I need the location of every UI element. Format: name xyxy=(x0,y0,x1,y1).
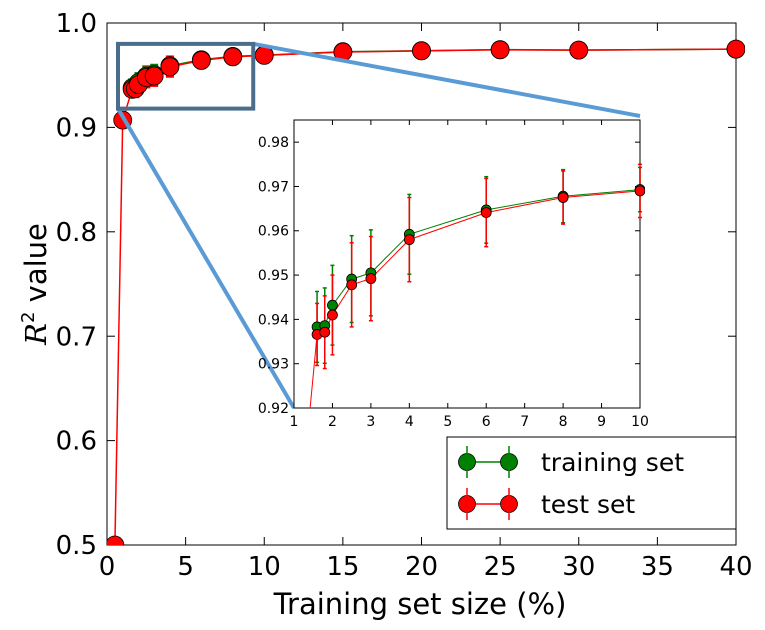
inset-x-tick-label: 5 xyxy=(443,414,452,430)
inset-test-set-point xyxy=(327,309,338,321)
inset-y-tick-label: 0.93 xyxy=(258,357,289,373)
main-series-layer xyxy=(107,39,745,545)
main-x-tick-label: 15 xyxy=(326,552,359,582)
inset-x-tick-label: 3 xyxy=(366,414,375,430)
main-test-set-point xyxy=(726,39,745,59)
main-clipped-layer xyxy=(107,39,745,545)
x-axis-label: Training set size (%) xyxy=(273,587,567,621)
main-x-tick-label: 10 xyxy=(248,552,281,582)
main-x-tick-label: 35 xyxy=(641,552,674,582)
zoom-connector-bottom xyxy=(116,107,296,410)
legend-label-training: training set xyxy=(541,448,684,477)
main-test-set-point xyxy=(107,535,125,545)
main-x-tick-label: 30 xyxy=(562,552,595,582)
zoom-box xyxy=(116,41,256,111)
main-y-tick-label: 1.0 xyxy=(56,9,97,39)
inset-test-set-point xyxy=(557,192,569,203)
main-y-tick-label: 0.6 xyxy=(56,427,97,457)
inset-y-tick-label: 0.94 xyxy=(258,312,289,328)
main-test-set-point xyxy=(191,51,211,70)
main-test-set-point xyxy=(223,47,243,67)
inset-x-tick-label: 6 xyxy=(482,414,491,430)
inset-test-set-point xyxy=(480,207,492,219)
main-x-tick-label: 5 xyxy=(177,552,194,582)
inset-x-tick-label: 7 xyxy=(520,414,529,430)
inset-y-tick-label: 0.97 xyxy=(258,179,289,195)
inset-x-tick-label: 9 xyxy=(597,414,606,430)
inset-y-tick-label: 0.98 xyxy=(258,135,289,151)
inset-y-tick-label: 0.92 xyxy=(258,401,289,417)
inset-x-tick-label: 1 xyxy=(290,414,299,430)
inset-test-set-point xyxy=(346,279,358,291)
y-axis-label: R2 value xyxy=(18,223,53,346)
main-test-set-point xyxy=(412,41,431,61)
main-test-set-point xyxy=(569,40,589,60)
main-x-tick-label: 40 xyxy=(719,552,752,582)
inset-x-tick-label: 8 xyxy=(559,414,568,430)
main-x-tick-label: 20 xyxy=(405,552,438,582)
zoom-overlay xyxy=(116,41,641,410)
inset-test-set-point xyxy=(403,234,415,246)
inset-x-tick-label: 4 xyxy=(405,414,414,430)
inset-y-tick-label: 0.95 xyxy=(258,268,289,284)
inset-test-set-point xyxy=(319,326,331,338)
main-test-set-point xyxy=(160,57,180,77)
inset-axes-frame xyxy=(293,119,641,409)
legend-label-test: test set xyxy=(541,490,635,519)
main-x-tick-label: 0 xyxy=(99,552,116,582)
inset-training-set-point xyxy=(327,299,338,311)
y-axis-label-r: R xyxy=(19,323,53,346)
main-y-tick-label: 0.9 xyxy=(56,114,97,144)
inset-plot: 1 2 3 4 5 6 7 8 9 10 0.92 0.93 0.94 0.95 0.96 0.97 0.98 xyxy=(258,119,649,430)
inset-test-set-point xyxy=(634,185,645,197)
main-test-set-point xyxy=(144,66,164,86)
y-axis-label-sup: 2 xyxy=(18,312,39,323)
main-test-set-point xyxy=(490,40,510,60)
main-y-tick-label: 0.5 xyxy=(56,531,97,561)
legend: training set test set xyxy=(446,436,737,530)
y-axis-label-rest: value xyxy=(19,223,53,311)
legend-box xyxy=(446,436,737,530)
inset-y-tick-label: 0.96 xyxy=(258,224,289,240)
inset-clipped-layer xyxy=(309,163,645,408)
main-y-tick-label: 0.7 xyxy=(56,322,97,352)
inset-x-tick-label: 10 xyxy=(631,414,649,430)
main-y-tick-label: 0.8 xyxy=(56,218,97,248)
zoom-connector-top xyxy=(252,41,641,118)
inset-x-tick-label: 2 xyxy=(328,414,337,430)
main-x-tick-label: 25 xyxy=(484,552,517,582)
inset-test-set-point xyxy=(365,273,377,285)
